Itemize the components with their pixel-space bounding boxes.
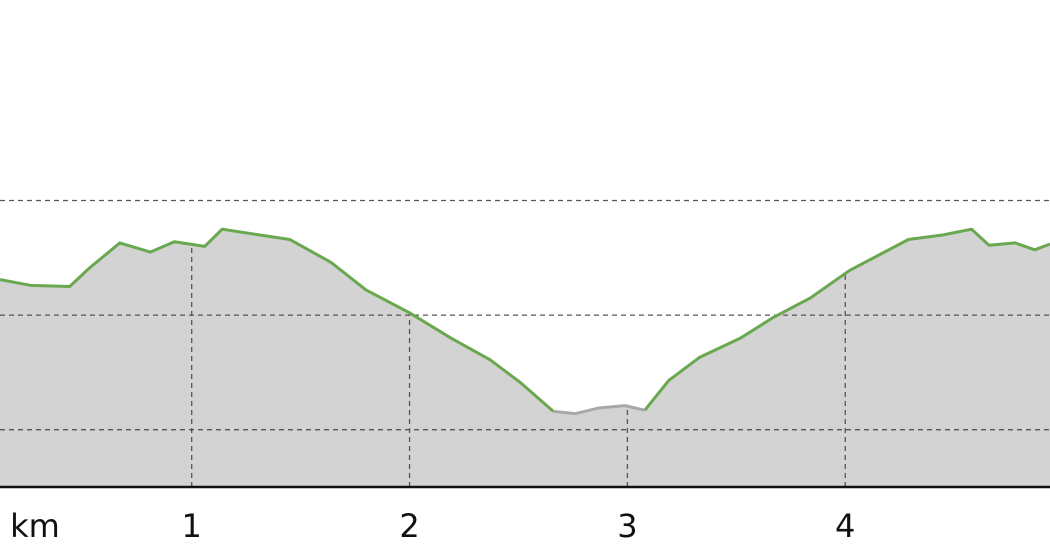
x-tick-label: 3 — [617, 507, 637, 545]
elevation-area — [0, 229, 1050, 488]
x-tick-label: 2 — [399, 507, 419, 545]
x-tick-label: 1 — [182, 507, 202, 545]
elevation-line — [0, 227, 1050, 413]
elevation-line — [553, 404, 646, 416]
x-axis-label: km — [10, 507, 60, 545]
x-tick-label: 4 — [835, 507, 855, 545]
